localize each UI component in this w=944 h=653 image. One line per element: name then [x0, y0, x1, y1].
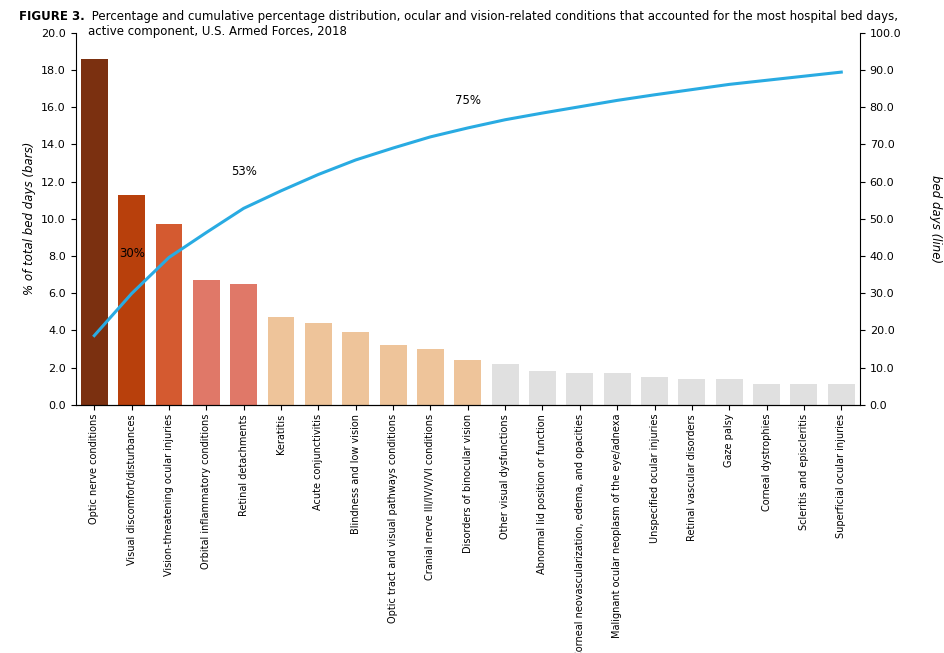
Bar — [678, 379, 704, 405]
Bar — [827, 385, 853, 405]
Bar — [715, 379, 742, 405]
Bar — [342, 332, 369, 405]
Bar — [416, 349, 444, 405]
Bar — [603, 374, 630, 405]
Bar — [491, 364, 518, 405]
Bar — [565, 374, 593, 405]
Text: 75%: 75% — [454, 94, 480, 107]
Text: FIGURE 3.: FIGURE 3. — [19, 10, 85, 23]
Bar — [118, 195, 145, 405]
Bar — [789, 385, 817, 405]
Text: Percentage and cumulative percentage distribution, ocular and vision-related con: Percentage and cumulative percentage dis… — [88, 10, 897, 38]
Bar — [267, 317, 295, 405]
Bar — [752, 385, 779, 405]
Bar — [379, 345, 406, 405]
Text: 53%: 53% — [230, 165, 257, 178]
Bar — [305, 323, 331, 405]
Y-axis label: % of total bed days (bars): % of total bed days (bars) — [23, 142, 36, 295]
Bar — [193, 280, 220, 405]
Bar — [529, 372, 555, 405]
Bar — [230, 284, 257, 405]
Y-axis label: Cumulative % of total
bed days (line): Cumulative % of total bed days (line) — [928, 155, 944, 283]
Bar — [640, 377, 667, 405]
Bar — [156, 225, 182, 405]
Bar — [81, 59, 108, 405]
Bar — [454, 360, 480, 405]
Text: 30%: 30% — [119, 247, 144, 260]
